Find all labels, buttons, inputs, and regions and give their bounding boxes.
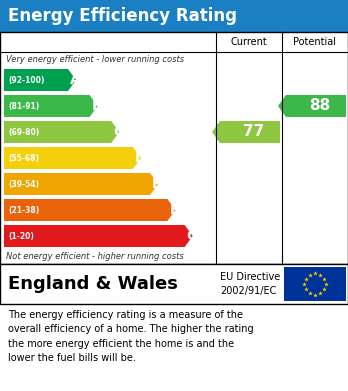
Text: (92-100): (92-100) bbox=[8, 75, 45, 84]
Polygon shape bbox=[4, 95, 98, 117]
Text: Energy Efficiency Rating: Energy Efficiency Rating bbox=[8, 7, 237, 25]
Polygon shape bbox=[4, 173, 158, 195]
Text: (1-20): (1-20) bbox=[8, 231, 34, 240]
Bar bbox=[0, 32, 348, 264]
Polygon shape bbox=[4, 225, 193, 247]
Polygon shape bbox=[4, 69, 76, 91]
Polygon shape bbox=[4, 199, 175, 221]
Text: E: E bbox=[152, 177, 161, 191]
Text: Current: Current bbox=[231, 37, 267, 47]
Text: 77: 77 bbox=[243, 124, 264, 140]
Polygon shape bbox=[4, 121, 119, 143]
Text: England & Wales: England & Wales bbox=[8, 275, 178, 293]
Bar bbox=[0, 264, 348, 304]
Text: The energy efficiency rating is a measure of the
overall efficiency of a home. T: The energy efficiency rating is a measur… bbox=[8, 310, 254, 363]
Bar bbox=[0, 0, 348, 32]
Polygon shape bbox=[278, 95, 346, 117]
Text: 88: 88 bbox=[309, 99, 331, 113]
Text: Not energy efficient - higher running costs: Not energy efficient - higher running co… bbox=[6, 252, 184, 261]
Text: A: A bbox=[70, 73, 81, 87]
Text: (69-80): (69-80) bbox=[8, 127, 39, 136]
Text: Potential: Potential bbox=[293, 37, 337, 47]
Text: Very energy efficient - lower running costs: Very energy efficient - lower running co… bbox=[6, 55, 184, 64]
Text: (81-91): (81-91) bbox=[8, 102, 39, 111]
Polygon shape bbox=[212, 121, 280, 143]
Text: (21-38): (21-38) bbox=[8, 206, 39, 215]
Text: D: D bbox=[135, 151, 147, 165]
Text: (39-54): (39-54) bbox=[8, 179, 39, 188]
Bar bbox=[284, 267, 346, 301]
Text: C: C bbox=[113, 125, 124, 139]
Text: F: F bbox=[169, 203, 179, 217]
Text: EU Directive
2002/91/EC: EU Directive 2002/91/EC bbox=[220, 273, 280, 296]
Text: B: B bbox=[92, 99, 102, 113]
Text: (55-68): (55-68) bbox=[8, 154, 39, 163]
Text: G: G bbox=[187, 229, 198, 243]
Polygon shape bbox=[4, 147, 141, 169]
